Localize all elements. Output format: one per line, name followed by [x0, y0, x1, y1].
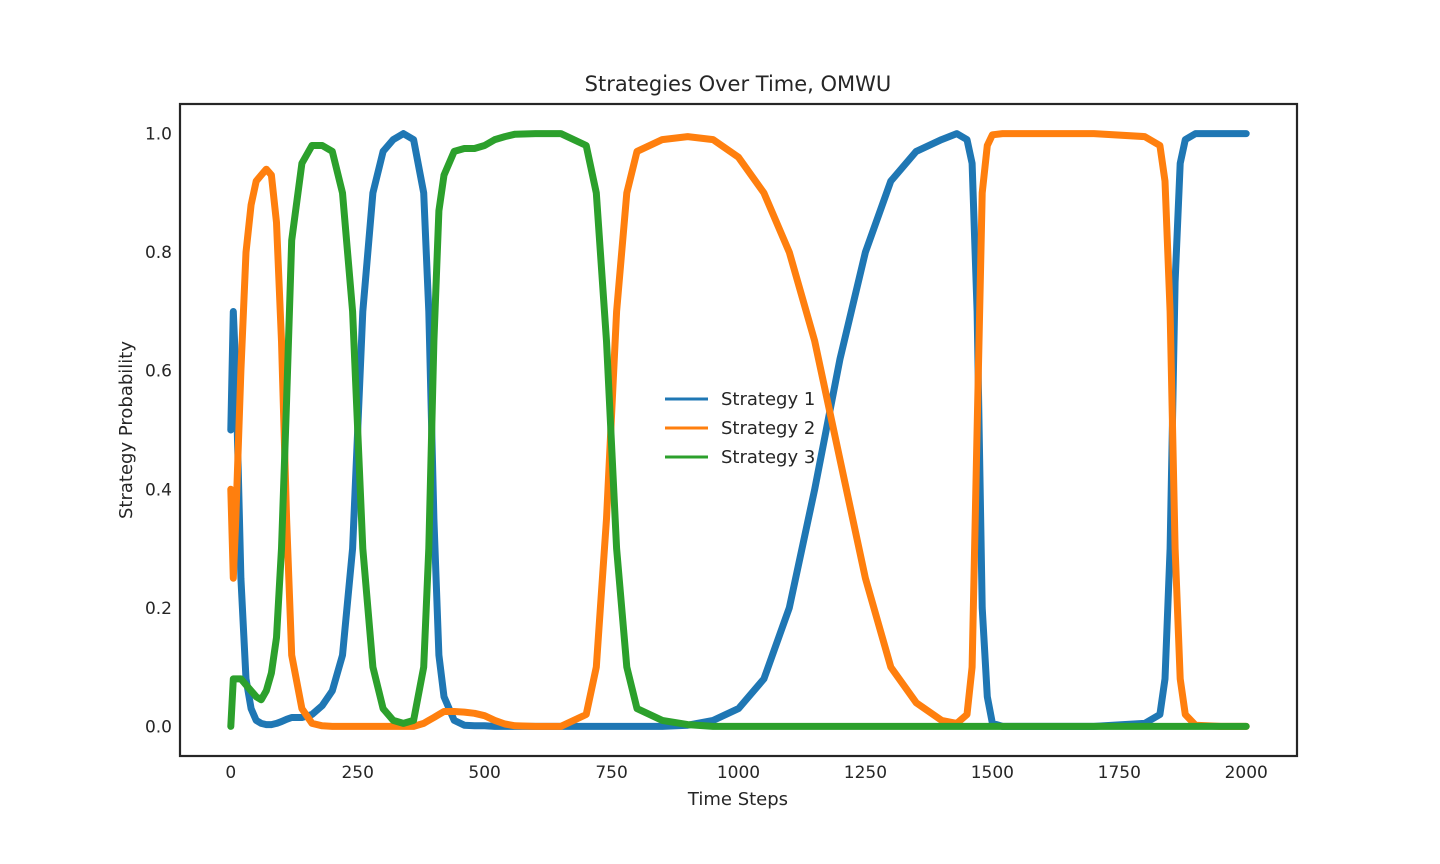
series-line-strategy-2 [227, 130, 1250, 730]
plot-area [178, 102, 1299, 758]
y-tick-label: 0.4 [145, 480, 172, 500]
axes-background [180, 104, 1297, 756]
legend-label-strategy-3: Strategy 3 [721, 447, 815, 468]
series-line-strategy-3 [227, 130, 1250, 730]
y-tick-label: 0.8 [145, 243, 172, 263]
legend-label-strategy-2: Strategy 2 [721, 418, 815, 439]
x-axis-label: Time Steps [687, 789, 788, 810]
chart-title: Strategies Over Time, OMWU [585, 72, 892, 96]
x-axis-ticks: 0 250 500 750 1000 1250 1500 1750 2000 [225, 763, 1268, 783]
legend-label-strategy-1: Strategy 1 [721, 389, 815, 410]
y-tick-label: 0.6 [145, 362, 172, 382]
legend: Strategy 1 Strategy 2 Strategy 3 [665, 389, 815, 468]
series-layer [227, 130, 1250, 730]
y-tick-label: 0.0 [145, 717, 172, 737]
y-axis-label: Strategy Probability [116, 341, 137, 519]
x-tick-label: 1500 [971, 763, 1014, 783]
x-tick-label: 0 [225, 763, 236, 783]
x-tick-label: 1750 [1098, 763, 1141, 783]
x-tick-label: 1000 [717, 763, 760, 783]
x-tick-label: 500 [468, 763, 500, 783]
y-tick-label: 0.2 [145, 599, 172, 619]
y-axis-ticks: 0.0 0.2 0.4 0.6 0.8 1.0 [145, 125, 172, 738]
x-tick-label: 250 [341, 763, 373, 783]
y-tick-label: 1.0 [145, 125, 172, 145]
x-tick-label: 1250 [844, 763, 887, 783]
x-tick-label: 750 [595, 763, 627, 783]
axes-frame [178, 102, 1299, 758]
x-tick-label: 2000 [1225, 763, 1268, 783]
